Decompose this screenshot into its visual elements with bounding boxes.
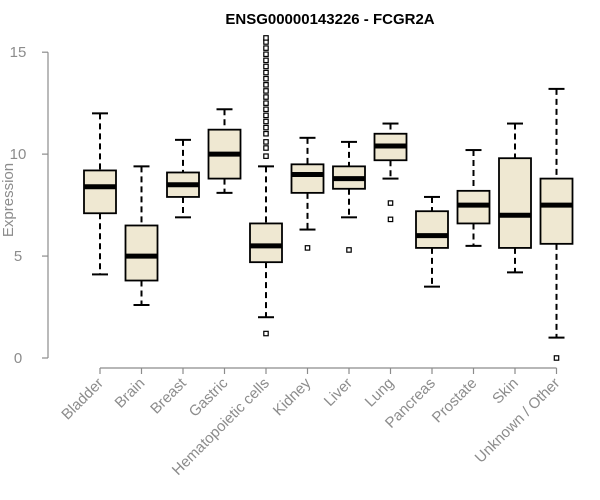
outlier-15 [263, 69, 269, 76]
y-tick-label-15: 15 [10, 44, 27, 61]
outlier-1 [304, 245, 311, 251]
iqr-box [83, 169, 117, 215]
box-12 [539, 87, 574, 361]
outlier-10 [263, 100, 269, 106]
box-5 [249, 35, 283, 337]
box-8 [373, 122, 408, 223]
outlier-3 [263, 145, 269, 151]
outlier-21 [263, 35, 269, 41]
box-2 [124, 165, 159, 306]
outlier-5 [263, 130, 269, 137]
iqr-box [415, 210, 449, 249]
iqr-box [498, 157, 532, 249]
x-label-6: Kidney [270, 374, 315, 419]
outlier-19 [263, 45, 269, 51]
outlier-1 [263, 330, 269, 337]
x-label-1: Bladder [58, 375, 107, 424]
outlier-14 [263, 75, 269, 82]
outlier-2 [263, 153, 269, 159]
outlier-17 [263, 57, 269, 64]
outlier-2 [387, 216, 394, 223]
box-1 [83, 112, 117, 276]
y-axis-label: Expression [0, 163, 17, 237]
iqr-box [290, 163, 325, 194]
box-4 [207, 108, 242, 194]
box-10 [456, 149, 491, 247]
outlier-18 [263, 51, 269, 58]
outlier-6 [263, 124, 269, 131]
outlier-7 [263, 118, 269, 125]
chart-title: ENSG00000143226 - FCGR2A [225, 11, 434, 28]
box-11 [498, 122, 532, 274]
y-tick-label-10: 10 [10, 146, 27, 163]
outlier-1 [387, 200, 394, 206]
x-axis [99, 367, 558, 374]
x-label-8: Lung [362, 375, 398, 411]
boxes [83, 35, 574, 361]
y-axis: 0 5 10 15 [10, 44, 49, 367]
outlier-1 [553, 355, 560, 361]
outlier-9 [263, 106, 269, 113]
outlier-12 [263, 88, 269, 94]
outlier-11 [263, 94, 269, 100]
outlier-4 [263, 139, 269, 145]
iqr-box [249, 222, 283, 264]
x-label-3: Breast [147, 374, 190, 417]
box-6 [290, 136, 325, 251]
outlier-16 [263, 63, 269, 70]
iqr-box [539, 177, 574, 245]
x-label-11: Skin [489, 375, 522, 408]
outlier-13 [263, 82, 269, 88]
box-9 [415, 195, 449, 288]
x-label-10: Prostate [429, 375, 481, 427]
x-label-7: Liver [321, 375, 356, 410]
x-label-2: Brain [112, 375, 149, 412]
iqr-box [124, 224, 159, 282]
box-7 [332, 140, 366, 253]
outlier-1 [346, 247, 352, 253]
outlier-8 [263, 112, 269, 119]
y-tick-label-5: 5 [14, 248, 22, 265]
y-tick-label-0: 0 [14, 350, 22, 367]
box-3 [166, 138, 200, 219]
